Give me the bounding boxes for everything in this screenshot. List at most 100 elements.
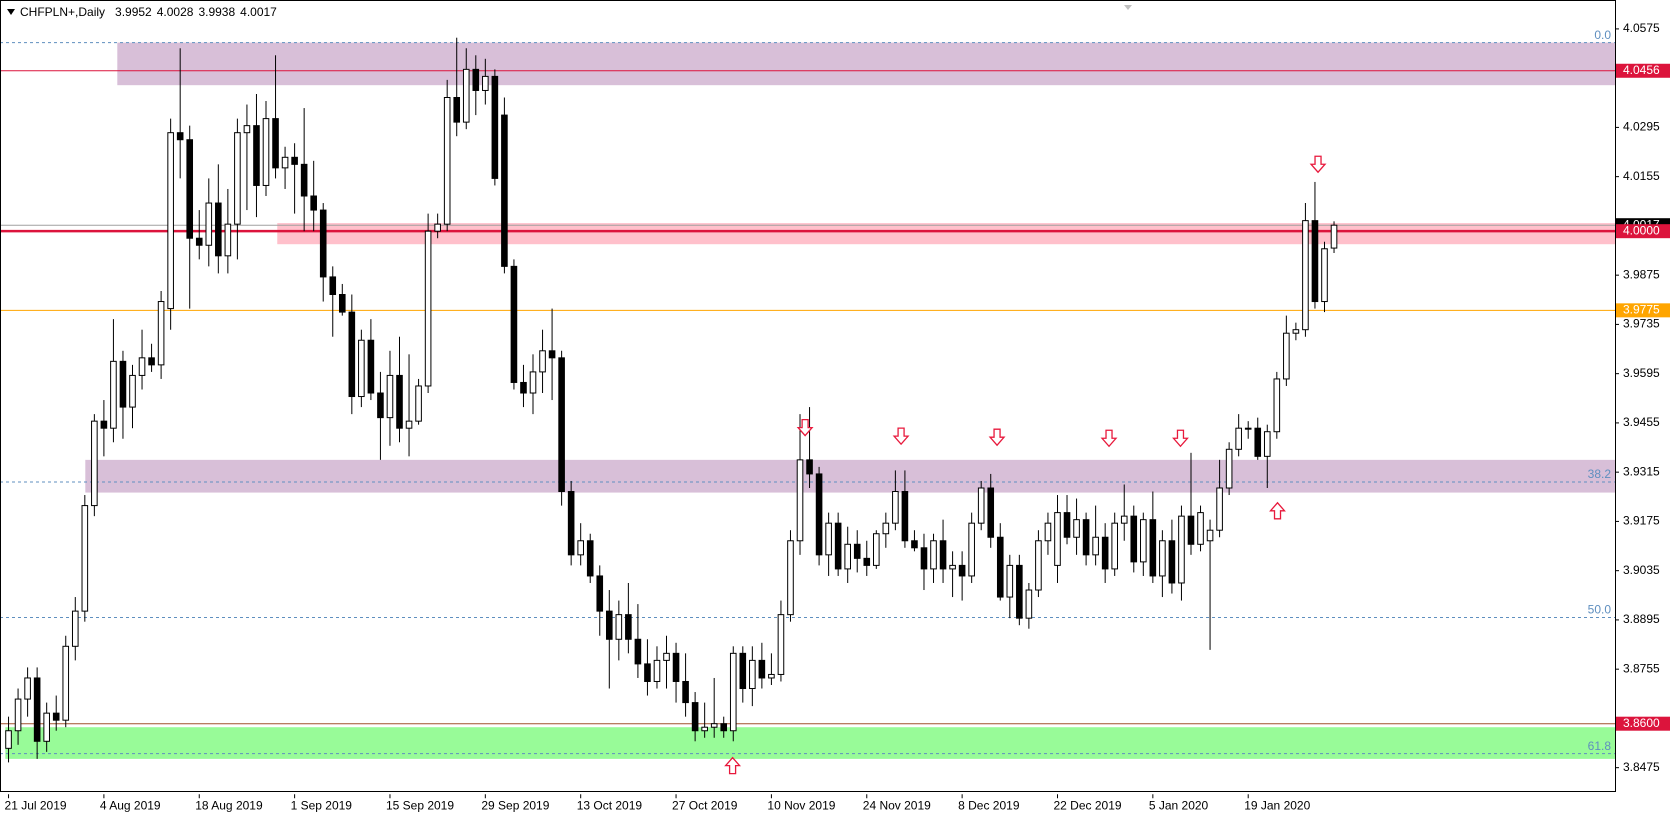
bear-candle	[605, 610, 613, 640]
bear-candle	[491, 75, 499, 179]
bear-candle	[1311, 220, 1319, 303]
level-label-box	[1616, 224, 1670, 239]
bull-candle	[14, 698, 22, 732]
bull-candle	[224, 223, 232, 257]
bull-candle	[262, 118, 270, 186]
bull-candle	[167, 132, 174, 310]
y-tick-label: 3.9455	[1623, 415, 1660, 429]
x-tick-label: 13 Oct 2019	[577, 798, 643, 812]
bull-candle	[577, 540, 584, 556]
x-tick-label: 22 Dec 2019	[1053, 798, 1121, 812]
bear-candle	[853, 543, 861, 559]
bear-candle	[996, 536, 1004, 598]
bull-candle	[892, 491, 899, 524]
bear-candle	[272, 118, 279, 169]
bear-candle	[510, 265, 518, 383]
down-arrow	[988, 428, 1006, 447]
bull-candle	[110, 360, 117, 429]
bull-candle	[977, 487, 985, 524]
y-tick-label: 3.9035	[1623, 563, 1660, 577]
high: 4.0028	[157, 5, 194, 19]
bear-candle	[453, 97, 461, 123]
level-label: 4.0000	[1623, 223, 1660, 237]
zone	[5, 727, 1616, 759]
bear-candle	[987, 487, 995, 538]
symbol: CHFPLN+,Daily	[20, 5, 105, 19]
level-label-box	[1616, 303, 1670, 318]
bear-candle	[186, 139, 194, 239]
bear-candle	[291, 156, 298, 165]
bear-candle	[396, 374, 403, 429]
bear-candle	[644, 663, 651, 682]
bull-candle	[539, 350, 546, 373]
bear-candle	[958, 564, 966, 577]
bear-candle	[558, 357, 565, 493]
bull-candle	[873, 533, 880, 566]
bull-candle	[1330, 224, 1338, 249]
bear-candle	[310, 195, 317, 211]
bull-candle	[1292, 329, 1300, 334]
x-tick-label: 19 Jan 2020	[1244, 798, 1310, 812]
fib-label: 61.8	[1588, 739, 1612, 753]
bull-candle	[1225, 448, 1233, 489]
bear-candle	[1101, 536, 1109, 570]
bull-candle	[1283, 332, 1290, 380]
bull-candle	[81, 505, 89, 612]
bear-candle	[1130, 515, 1138, 563]
bear-candle	[586, 540, 594, 577]
bear-candle	[834, 522, 842, 570]
x-tick-label: 21 Jul 2019	[5, 798, 67, 812]
lines: 0.0 38.2 50.0 61.8	[0, 28, 1615, 755]
zone	[277, 223, 1616, 245]
bear-candle	[100, 420, 108, 429]
bull-candle	[482, 75, 489, 91]
bull-candle	[91, 420, 98, 507]
bear-candle	[920, 547, 928, 570]
bull-candle	[1273, 378, 1281, 433]
bull-candle	[796, 459, 804, 542]
bull-candle	[358, 339, 365, 398]
low: 3.9938	[198, 5, 235, 19]
bull-candle	[844, 543, 851, 570]
y-tick-label: 3.9875	[1623, 267, 1660, 281]
bull-candle	[1178, 515, 1185, 584]
bull-candle	[768, 673, 775, 679]
bear-candle	[329, 276, 337, 296]
y-tick-label: 3.9735	[1623, 317, 1660, 331]
bull-candle	[462, 68, 470, 123]
bear-candle	[195, 237, 203, 246]
x-tick-label: 5 Jan 2020	[1149, 798, 1209, 812]
bull-candle	[62, 645, 70, 721]
bull-candle	[710, 723, 718, 728]
x-tick-label: 10 Nov 2019	[767, 798, 835, 812]
bull-candle	[1140, 519, 1147, 563]
bull-candle	[1073, 519, 1080, 538]
y-tick-label: 4.0575	[1623, 21, 1660, 35]
y-tick-label: 3.9175	[1623, 514, 1660, 528]
bull-candle	[653, 659, 661, 682]
bear-candle	[319, 209, 327, 278]
x-tick-label: 27 Oct 2019	[672, 798, 738, 812]
y-tick-label: 3.9315	[1623, 464, 1660, 478]
level-label: 3.8600	[1623, 716, 1660, 730]
bull-candle	[1044, 522, 1052, 542]
menu-triangle	[7, 9, 15, 15]
zone	[117, 42, 1616, 86]
y-tick-label: 3.8895	[1623, 612, 1660, 626]
bull-candle	[882, 522, 890, 535]
level-label-box	[1616, 716, 1670, 731]
y-tick-label: 4.0155	[1623, 169, 1660, 183]
bull-candle	[1159, 540, 1166, 577]
bear-candle	[625, 614, 632, 640]
bull-candle	[1244, 427, 1252, 430]
header: CHFPLN+,Daily 3.9952 4.0028 3.9938 4.0017	[20, 5, 277, 19]
bear-candle	[1254, 427, 1262, 457]
bear-candle	[691, 702, 699, 732]
bull-candle	[1120, 515, 1128, 524]
bull-candle	[1216, 487, 1223, 531]
bear-candle	[739, 652, 747, 690]
zone	[85, 459, 1615, 493]
bear-candle	[472, 68, 480, 91]
zones	[5, 42, 1616, 759]
